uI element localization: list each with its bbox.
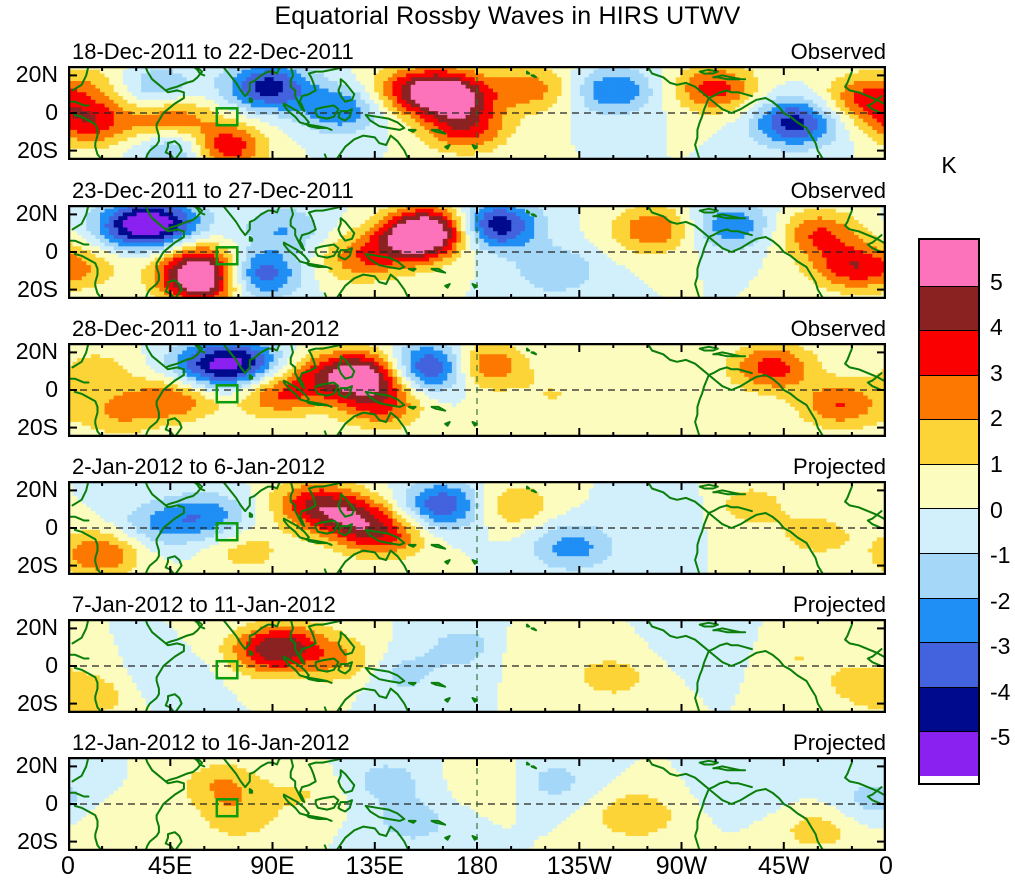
map-panel-5[interactable]	[68, 619, 886, 713]
study-box-marker	[215, 660, 239, 680]
colorbar-band-6	[920, 508, 978, 554]
map-canvas	[68, 66, 886, 160]
colorbar-tick-3: 3	[990, 360, 1015, 387]
x-tick-0: 0	[23, 852, 113, 881]
panel-date-range-2: 23-Dec-2011 to 27-Dec-2011	[72, 178, 354, 204]
colorbar-band-3	[920, 374, 978, 420]
y-tick-20n-panel6: 20N	[2, 752, 58, 779]
colorbar-band-10	[920, 686, 978, 732]
colorbar-tick-neg4: -4	[990, 679, 1015, 706]
study-box-marker	[215, 246, 239, 266]
colorbar-band-5	[920, 463, 978, 509]
map-canvas	[68, 481, 886, 575]
y-tick-20n-panel2: 20N	[2, 200, 58, 227]
x-tick-2: 90E	[228, 852, 318, 881]
colorbar-tick-2: 2	[990, 405, 1015, 432]
x-tick-6: 90W	[637, 852, 727, 881]
panel-date-range-3: 28-Dec-2011 to 1-Jan-2012	[72, 316, 339, 342]
map-canvas	[68, 205, 886, 299]
x-tick-4: 180	[432, 852, 522, 881]
colorbar-tick-neg1: -1	[990, 542, 1015, 569]
map-panel-6[interactable]	[68, 757, 886, 851]
coastlines	[70, 481, 883, 575]
panel-date-range-6: 12-Jan-2012 to 16-Jan-2012	[72, 730, 350, 756]
y-tick-0-panel6: 0	[2, 790, 58, 817]
coastlines	[70, 205, 883, 299]
y-tick-20n-panel4: 20N	[2, 476, 58, 503]
panel-status-3: Observed	[791, 316, 886, 342]
colorbar-band-7	[920, 553, 978, 598]
y-tick-20s-panel1: 20S	[2, 137, 58, 164]
x-tick-7: 45W	[739, 852, 829, 881]
panel-date-range-5: 7-Jan-2012 to 11-Jan-2012	[72, 592, 336, 618]
map-canvas	[68, 757, 886, 851]
panel-status-6: Projected	[793, 730, 886, 756]
x-tick-3: 135E	[330, 852, 420, 881]
map-canvas	[68, 343, 886, 437]
coastlines	[70, 757, 883, 851]
y-tick-20n-panel5: 20N	[2, 614, 58, 641]
colorbar-band-11	[920, 731, 978, 776]
map-panel-1[interactable]	[68, 66, 886, 160]
coastlines	[70, 619, 883, 713]
x-tick-8: 0	[841, 852, 931, 881]
y-tick-20s-panel4: 20S	[2, 552, 58, 579]
y-tick-0-panel1: 0	[2, 99, 58, 126]
study-box-marker	[215, 798, 239, 818]
colorbar-band-9	[920, 642, 978, 687]
panel-date-range-1: 18-Dec-2011 to 22-Dec-2011	[72, 39, 354, 65]
study-box-marker	[215, 522, 239, 542]
y-tick-20s-panel5: 20S	[2, 690, 58, 717]
colorbar-tick-0: 0	[990, 497, 1015, 524]
y-tick-20n-panel3: 20N	[2, 338, 58, 365]
colorbar-tick-5: 5	[990, 269, 1015, 296]
colorbar-tick-neg5: -5	[990, 724, 1015, 751]
x-tick-1: 45E	[125, 852, 215, 881]
colorbar-band-4	[920, 419, 978, 464]
y-tick-0-panel2: 0	[2, 238, 58, 265]
y-tick-20n-panel1: 20N	[2, 61, 58, 88]
colorbar-tick-neg3: -3	[990, 633, 1015, 660]
colorbar-band-8	[920, 597, 978, 643]
map-panel-4[interactable]	[68, 481, 886, 575]
colorbar-band-2	[920, 330, 978, 375]
y-tick-0-panel3: 0	[2, 376, 58, 403]
coastlines	[70, 343, 883, 437]
panel-date-range-4: 2-Jan-2012 to 6-Jan-2012	[72, 454, 325, 480]
x-tick-5: 135W	[534, 852, 624, 881]
panel-status-5: Projected	[793, 592, 886, 618]
figure-title: Equatorial Rossby Waves in HIRS UTWV	[0, 2, 1015, 31]
panel-status-1: Observed	[791, 39, 886, 65]
map-canvas	[68, 619, 886, 713]
map-panel-3[interactable]	[68, 343, 886, 437]
y-tick-0-panel4: 0	[2, 514, 58, 541]
y-tick-20s-panel3: 20S	[2, 414, 58, 441]
colorbar-band-0	[920, 240, 978, 286]
panel-status-2: Observed	[791, 178, 886, 204]
colorbar-tick-1: 1	[990, 451, 1015, 478]
colorbar-tick-neg2: -2	[990, 588, 1015, 615]
study-box-marker	[215, 384, 239, 404]
map-panel-2[interactable]	[68, 205, 886, 299]
colorbar[interactable]	[918, 238, 980, 785]
panel-status-4: Projected	[793, 454, 886, 480]
study-box-marker	[215, 107, 239, 127]
y-tick-20s-panel2: 20S	[2, 276, 58, 303]
y-tick-0-panel5: 0	[2, 652, 58, 679]
coastlines	[70, 66, 883, 160]
y-tick-20s-panel6: 20S	[2, 828, 58, 855]
colorbar-units-label: K	[918, 152, 980, 179]
colorbar-band-1	[920, 285, 978, 331]
colorbar-tick-4: 4	[990, 314, 1015, 341]
